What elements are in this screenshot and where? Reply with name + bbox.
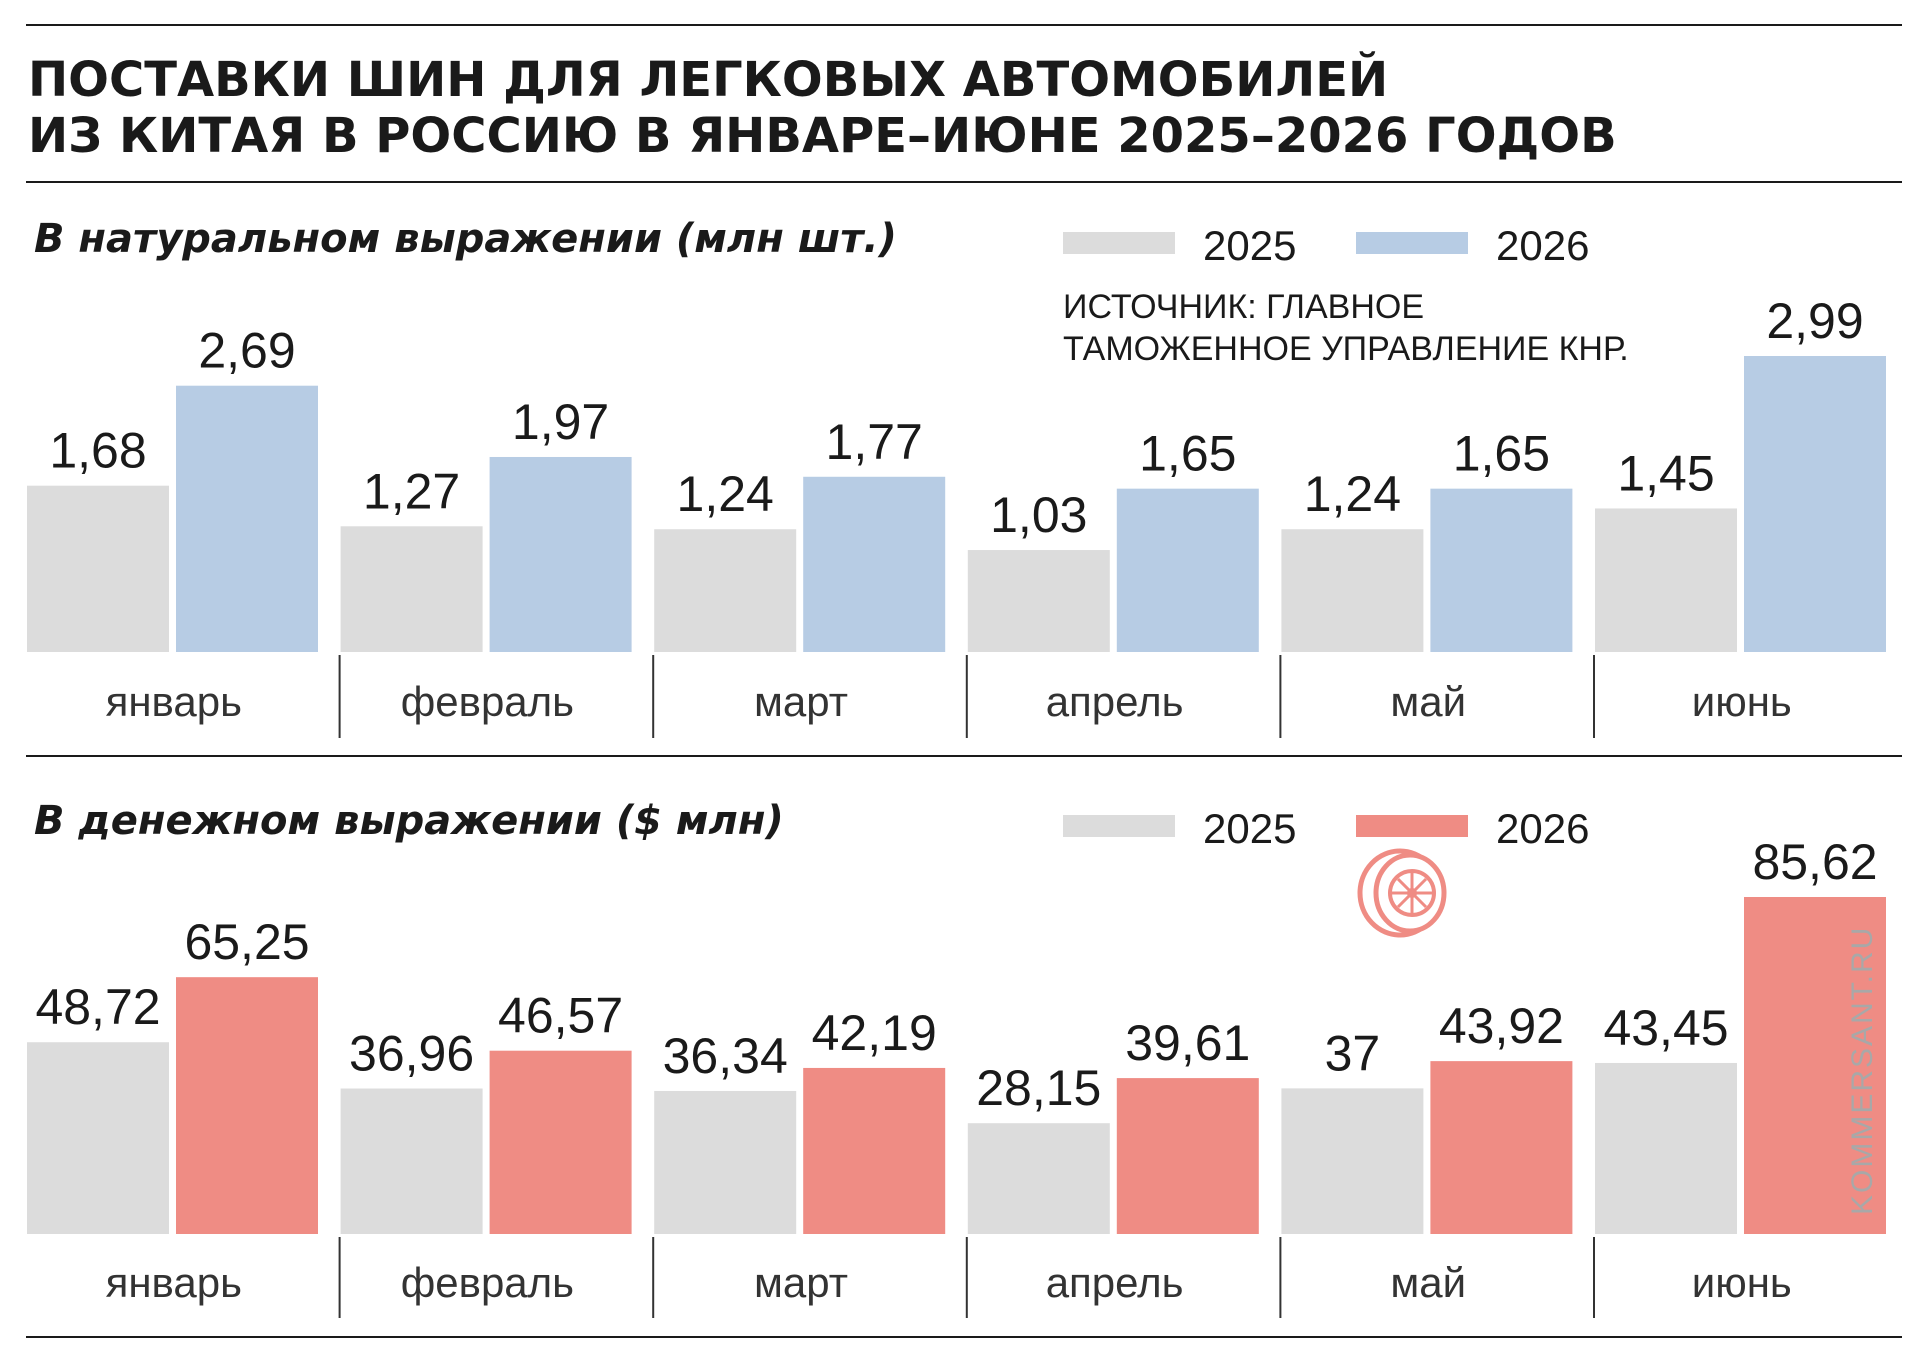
bar-2025-январь <box>27 485 169 652</box>
legend-swatch-2026 <box>1356 232 1468 254</box>
bar-2026-январь <box>176 385 318 652</box>
month-label-апрель: апрель <box>1046 1259 1184 1306</box>
data-label-2025-май: 37 <box>1325 1025 1381 1081</box>
bar-2025-май <box>1281 529 1424 652</box>
chart-title-line-1: ПОСТАВКИ ШИН ДЛЯ ЛЕГКОВЫХ АВТОМОБИЛЕЙ <box>28 51 1388 108</box>
value-bars: 48,72 65,25 январь 36,96 46,57 февраль 36,34 42… <box>27 834 1886 1318</box>
data-label-2025-июнь: 43,45 <box>1603 1000 1728 1056</box>
value-chart-panel: В денежном выражении ($ млн) 2025 2026 4… <box>27 798 1886 1318</box>
data-label-2025-февраль: 36,96 <box>349 1026 474 1082</box>
month-label-май: май <box>1390 678 1466 725</box>
data-label-2026-февраль: 1,97 <box>512 394 609 450</box>
bar-2026-июнь <box>1744 356 1886 652</box>
data-label-2026-май: 43,92 <box>1439 998 1564 1054</box>
data-label-2026-апрель: 39,61 <box>1125 1015 1250 1071</box>
value-chart-subtitle: В денежном выражении ($ млн) <box>34 798 784 844</box>
bar-2026-май <box>1430 488 1573 652</box>
month-label-апрель: апрель <box>1046 678 1184 725</box>
month-label-январь: январь <box>106 678 242 725</box>
legend-swatch-2025 <box>1063 815 1175 837</box>
data-label-2025-апрель: 28,15 <box>976 1060 1101 1116</box>
data-label-2025-январь: 48,72 <box>35 979 160 1035</box>
legend-label-2025: 2025 <box>1203 805 1296 852</box>
data-label-2025-март: 1,24 <box>677 466 774 522</box>
chart-title-line-2: ИЗ КИТАЯ В РОССИЮ В ЯНВАРЕ–ИЮНЕ 2025–202… <box>28 108 1617 164</box>
data-label-2025-февраль: 1,27 <box>363 463 460 519</box>
data-label-2025-апрель: 1,03 <box>990 487 1087 543</box>
bar-2025-февраль <box>340 1088 483 1234</box>
legend-swatch-2026 <box>1356 815 1468 837</box>
data-label-2025-май: 1,24 <box>1304 466 1401 522</box>
legend-label-2026: 2026 <box>1496 805 1589 852</box>
data-label-2025-январь: 1,68 <box>49 423 146 479</box>
source-note-line-1: ИСТОЧНИК: ГЛАВНОЕ <box>1063 288 1424 326</box>
month-label-июнь: июнь <box>1692 1259 1792 1306</box>
bar-2025-февраль <box>340 526 483 652</box>
month-label-март: март <box>754 1259 848 1306</box>
data-label-2026-январь: 65,25 <box>184 914 309 970</box>
bar-2025-июнь <box>1595 508 1737 652</box>
bar-2025-март <box>654 529 797 652</box>
data-label-2026-апрель: 1,65 <box>1139 426 1236 482</box>
bar-2025-апрель <box>967 550 1110 652</box>
tire-icon <box>1357 848 1447 938</box>
source-note-line-2: ТАМОЖЕННОЕ УПРАВЛЕНИЕ КНР. <box>1063 330 1629 368</box>
legend-label-2026: 2026 <box>1496 222 1589 269</box>
month-label-март: март <box>754 678 848 725</box>
data-label-2026-июнь: 85,62 <box>1752 834 1877 890</box>
month-label-февраль: февраль <box>401 678 574 725</box>
bar-2026-январь <box>176 977 318 1234</box>
month-label-май: май <box>1390 1259 1466 1306</box>
bar-2025-май <box>1281 1088 1424 1234</box>
bar-2025-январь <box>27 1042 169 1234</box>
bar-2025-март <box>654 1090 797 1234</box>
data-label-2025-март: 36,34 <box>663 1028 788 1084</box>
data-label-2026-март: 1,77 <box>826 414 923 470</box>
data-label-2026-май: 1,65 <box>1453 426 1550 482</box>
bar-2026-июнь <box>1744 897 1886 1234</box>
month-label-февраль: февраль <box>401 1259 574 1306</box>
source-watermark: KOMMERSANT.RU <box>1846 926 1879 1215</box>
legend-swatch-2025 <box>1063 232 1175 254</box>
data-label-2026-январь: 2,69 <box>198 323 295 379</box>
bar-2026-апрель <box>1116 488 1259 652</box>
volume-chart-panel: В натуральном выражении (млн шт.) 2025 2… <box>27 216 1886 738</box>
data-label-2026-июнь: 2,99 <box>1766 293 1863 349</box>
bar-2026-апрель <box>1116 1078 1259 1234</box>
month-label-январь: январь <box>106 1259 242 1306</box>
volume-chart-subtitle: В натуральном выражении (млн шт.) <box>34 216 897 262</box>
bar-2025-июнь <box>1595 1062 1737 1234</box>
month-label-июнь: июнь <box>1692 678 1792 725</box>
legend-label-2025: 2025 <box>1203 222 1296 269</box>
volume-bars: 1,68 2,69 январь 1,27 1,97 февраль 1,24 1,77 мар… <box>27 293 1886 738</box>
bar-2026-май <box>1430 1061 1573 1234</box>
bar-2025-апрель <box>967 1123 1110 1234</box>
bar-2026-март <box>803 476 946 652</box>
data-label-2026-февраль: 46,57 <box>498 988 623 1044</box>
bar-2026-февраль <box>489 1050 632 1234</box>
bar-2026-февраль <box>489 456 632 652</box>
bar-2026-март <box>803 1067 946 1234</box>
data-label-2025-июнь: 1,45 <box>1617 445 1714 501</box>
data-label-2026-март: 42,19 <box>812 1005 937 1061</box>
